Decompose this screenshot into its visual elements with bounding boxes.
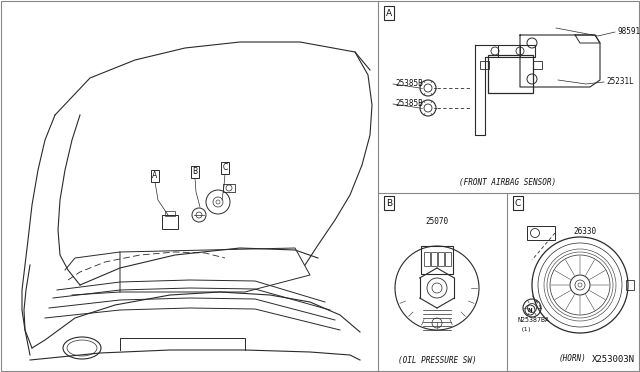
Bar: [431, 252, 437, 266]
Bar: [162, 215, 178, 229]
Text: (FRONT AIRBAG SENSOR): (FRONT AIRBAG SENSOR): [460, 177, 557, 186]
Text: A: A: [152, 171, 157, 180]
Text: 25385B: 25385B: [395, 99, 423, 109]
Text: 25070: 25070: [426, 218, 449, 227]
Text: N: N: [528, 308, 532, 312]
Bar: [626, 280, 634, 290]
Bar: [480, 61, 489, 69]
Text: (OIL PRESSURE SW): (OIL PRESSURE SW): [397, 356, 476, 365]
Bar: [498, 45, 520, 57]
Text: 25231L: 25231L: [606, 77, 634, 87]
Bar: [445, 252, 451, 266]
Text: 98591: 98591: [617, 28, 640, 36]
Text: C: C: [222, 164, 228, 173]
Text: C: C: [515, 199, 521, 208]
Text: B: B: [386, 199, 392, 208]
Text: 26330: 26330: [573, 228, 596, 237]
Text: 25385B: 25385B: [395, 80, 423, 89]
Bar: [533, 61, 542, 69]
Bar: [223, 184, 235, 192]
Text: (1): (1): [521, 327, 532, 333]
Bar: [527, 226, 555, 240]
Bar: [165, 211, 175, 216]
Bar: [421, 246, 453, 274]
Bar: [424, 252, 430, 266]
Bar: [488, 55, 533, 93]
Text: X253003N: X253003N: [592, 355, 635, 364]
Text: (HORN): (HORN): [558, 353, 586, 362]
Text: N25387BA: N25387BA: [517, 317, 549, 323]
Bar: [438, 252, 444, 266]
Text: A: A: [386, 9, 392, 17]
Text: B: B: [193, 167, 198, 176]
